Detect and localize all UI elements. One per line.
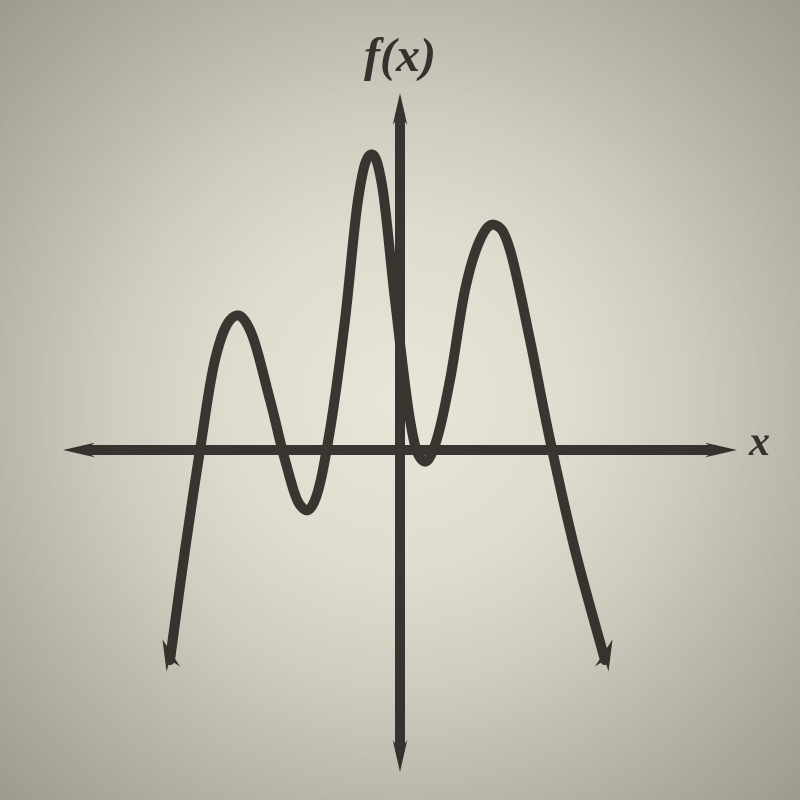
function-graph: f(x) x (0, 0, 800, 800)
graph-svg (0, 0, 800, 800)
